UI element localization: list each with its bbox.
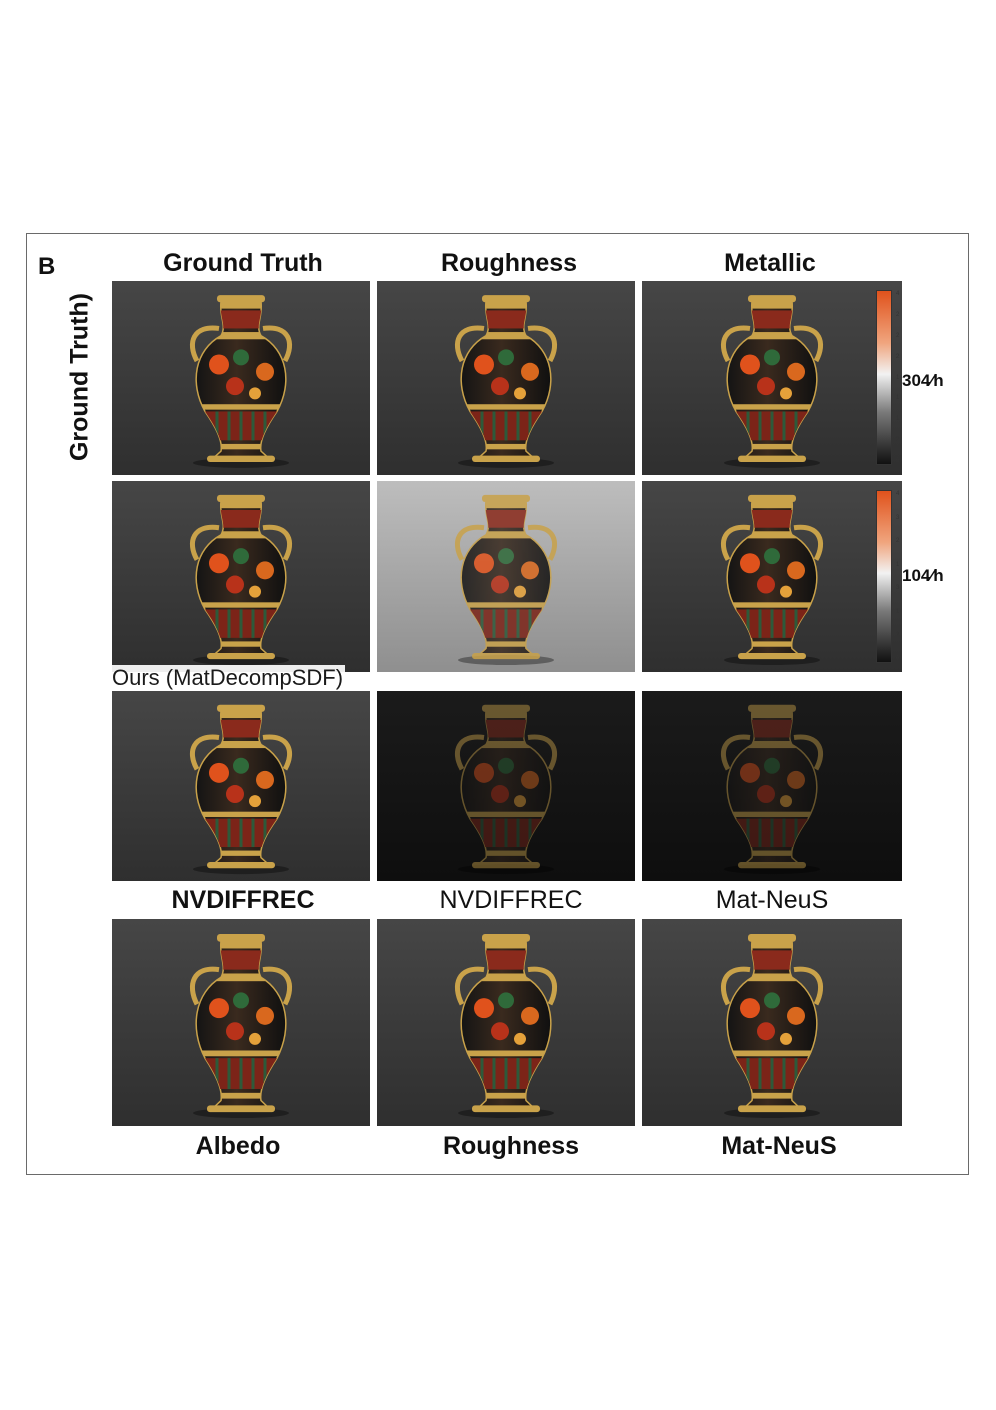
vase-image [642,481,902,672]
colorbar-tick: 2 [896,538,900,545]
grid-cell-r4-c2 [377,919,635,1126]
vase-image [112,919,370,1126]
grid-cell-r4-c1 [112,919,370,1126]
colorbar-1: 4 2 2 2 1 1 1 2 0 [876,290,899,465]
grid-cell-r2-c2 [377,481,635,672]
vase-image [112,281,370,475]
vase-image [112,481,370,672]
colorbar-tick: 2 [896,332,900,339]
colorbar-tick: 1 [896,416,900,423]
colorbar-tick: 1 [896,608,900,615]
grid-cell-r2-c3 [642,481,902,672]
panel-label: B [38,253,56,280]
grid-cell-r3-c2 [377,691,635,881]
colorbar-2: 4 3 2 1 3 1 2 0 [876,490,899,663]
row-label-ground-truth: Ground Truth) [65,292,94,462]
colorbar-tick: 0 [896,656,900,662]
label-row4-col2: Roughness [442,1132,580,1160]
grid-cell-r3-c3 [642,691,902,881]
colorbar-1-value: 304⁄h [902,371,944,390]
vase-image [642,281,902,475]
colorbar-tick: 1 [896,395,900,402]
colorbar-tick: 0 [896,458,900,464]
column-header-roughness: Roughness [440,249,578,277]
vase-image [642,691,902,881]
colorbar-tick: 3 [896,514,900,521]
colorbar-tick: 2 [896,632,900,639]
method-label: Ours (MatDecompSDF) [110,665,346,691]
colorbar-2-value: 104⁄h [902,566,944,585]
label-row3-col2: NVDIFFREC [439,886,583,914]
colorbar-tick: 3 [896,585,900,592]
column-header-ground-truth: Ground Truth [163,249,323,277]
vase-image [112,691,370,881]
vase-image [377,919,635,1126]
colorbar-tick: 4 [896,291,900,297]
grid-cell-r1-c1 [112,281,370,475]
vase-image [377,281,635,475]
grid-cell-r3-c1 [112,691,370,881]
grid-cell-r1-c2 [377,281,635,475]
label-row4-col3: Mat-NeuS [721,1132,837,1160]
colorbar-tick: 1 [896,374,900,381]
colorbar-tick: 2 [896,437,900,444]
colorbar-tick: 2 [896,311,900,318]
colorbar-tick: 1 [896,561,900,568]
colorbar-tick: 2 [896,353,900,360]
vase-image [642,919,902,1126]
grid-cell-r2-c1 [112,481,370,672]
vase-image [377,481,635,672]
column-header-metallic: Metallic [724,249,816,277]
label-row4-col1: Albedo [195,1132,281,1160]
label-row3-col1: NVDIFFREC [171,886,315,914]
vase-image [377,691,635,881]
label-row3-col3: Mat-NeuS [715,886,829,914]
grid-cell-r1-c3 [642,281,902,475]
grid-cell-r4-c3 [642,919,902,1126]
colorbar-tick: 4 [896,491,900,497]
